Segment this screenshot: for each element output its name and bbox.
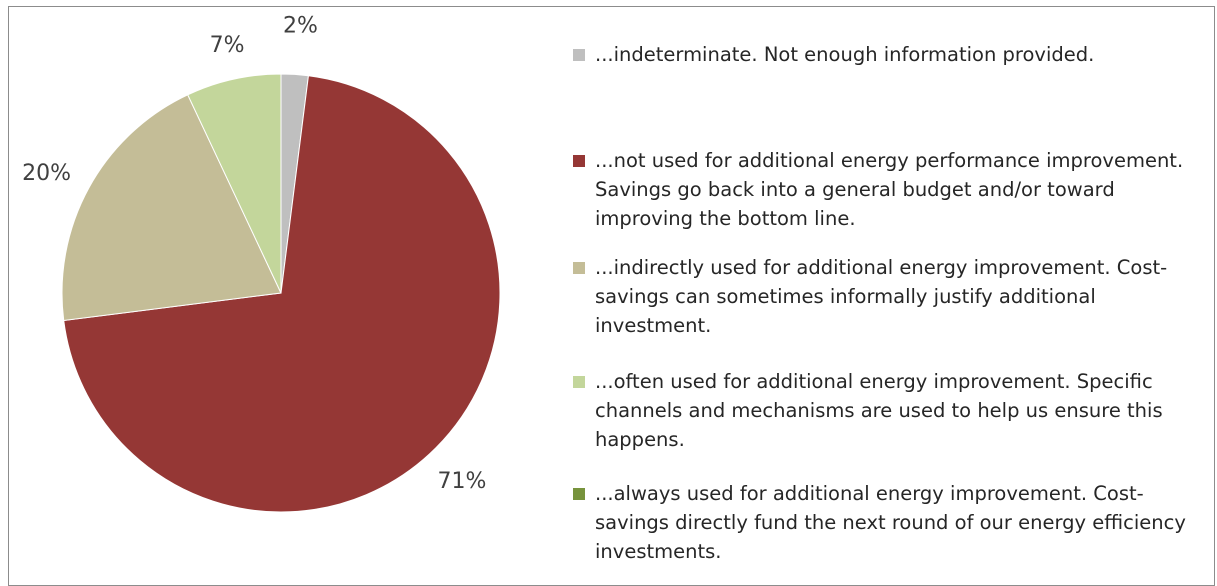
legend-swatch-indirectly-used: [573, 262, 585, 274]
legend-swatch-not-used: [573, 155, 585, 167]
legend-item-not-used: ...not used for additional energy perfor…: [573, 146, 1203, 233]
legend-label-always-used: ...always used for additional energy imp…: [595, 482, 1186, 563]
legend-label-indirectly-used: ...indirectly used for additional energy…: [595, 256, 1168, 337]
legend-label-often-used: ...often used for additional energy impr…: [595, 370, 1163, 451]
legend-label-not-used: ...not used for additional energy perfor…: [595, 149, 1184, 230]
legend: ...indeterminate. Not enough information…: [573, 0, 1213, 573]
pie-slice-indirectly-used: [61, 94, 282, 322]
legend-swatch-often-used: [573, 376, 585, 388]
legend-swatch-indeterminate: [573, 49, 585, 61]
legend-swatch-always-used: [573, 488, 585, 500]
pie-chart: 2% 71% 20% 7%: [22, 13, 501, 513]
pie-label-indirectly-used: 20%: [22, 161, 71, 186]
pie-label-often-used: 7%: [210, 33, 245, 58]
legend-item-indirectly-used: ...indirectly used for additional energy…: [573, 253, 1203, 340]
legend-label-indeterminate: ...indeterminate. Not enough information…: [595, 43, 1095, 66]
pie-label-indeterminate: 2%: [283, 13, 318, 38]
legend-item-always-used: ...always used for additional energy imp…: [573, 479, 1203, 566]
legend-item-often-used: ...often used for additional energy impr…: [573, 367, 1203, 454]
pie-slice-often-used: [187, 73, 282, 294]
pie-label-not-used: 71%: [438, 469, 487, 494]
pie-slice-not-used: [63, 75, 501, 513]
legend-item-indeterminate: ...indeterminate. Not enough information…: [573, 40, 1203, 69]
